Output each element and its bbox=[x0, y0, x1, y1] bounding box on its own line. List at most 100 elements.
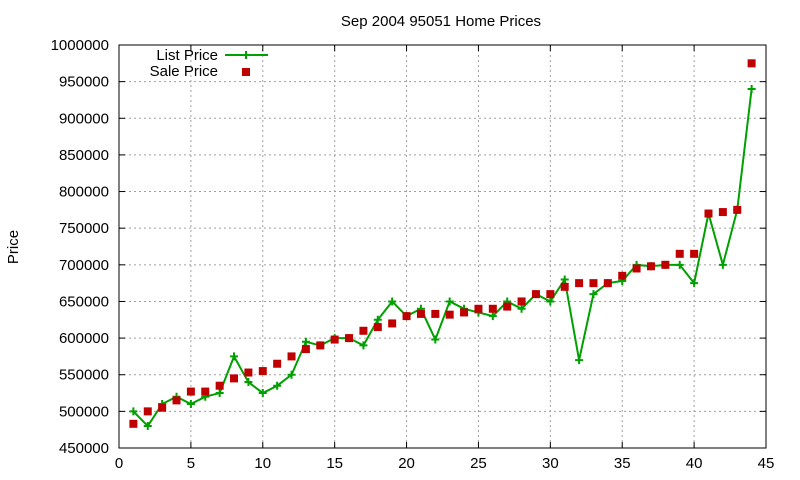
sale-price-point bbox=[273, 359, 282, 368]
x-tick-label: 30 bbox=[542, 455, 559, 472]
list-price-point bbox=[186, 400, 195, 409]
sale-price-point bbox=[373, 323, 382, 332]
sale-price-point bbox=[460, 308, 469, 317]
sale-price-point bbox=[733, 205, 742, 214]
sale-price-point bbox=[618, 271, 627, 280]
sale-price-point bbox=[661, 260, 670, 269]
list-price-point bbox=[718, 260, 727, 269]
sale-price-point bbox=[560, 282, 569, 291]
y-tick-label: 850000 bbox=[59, 147, 109, 164]
sale-price-point bbox=[359, 326, 368, 335]
y-tick-label: 950000 bbox=[59, 74, 109, 91]
list-price-point bbox=[287, 370, 296, 379]
y-tick-label: 650000 bbox=[59, 293, 109, 310]
list-price-point bbox=[747, 84, 756, 93]
sale-price-point bbox=[143, 407, 152, 416]
list-price-point bbox=[359, 341, 368, 350]
sale-price-point bbox=[186, 387, 195, 396]
sale-price-point bbox=[388, 319, 397, 328]
list-price-point bbox=[143, 422, 152, 431]
y-tick-label: 450000 bbox=[59, 440, 109, 457]
chart-title: Sep 2004 95051 Home Prices bbox=[341, 13, 541, 30]
sale-price-point bbox=[230, 374, 239, 383]
list-price-point bbox=[301, 337, 310, 346]
list-price-point bbox=[488, 312, 497, 321]
list-price-point bbox=[690, 279, 699, 288]
x-tick-label: 35 bbox=[614, 455, 631, 472]
list-price-point bbox=[589, 290, 598, 299]
y-tick-label: 600000 bbox=[59, 330, 109, 347]
list-price-line bbox=[132, 88, 753, 428]
y-axis-label: Price bbox=[5, 230, 22, 264]
x-tick-label: 25 bbox=[470, 455, 487, 472]
sale-price-point bbox=[172, 396, 181, 405]
plot-frame bbox=[118, 44, 767, 449]
list-price-point bbox=[230, 352, 239, 361]
sale-price-point bbox=[531, 290, 540, 299]
axis-ticks: 0 5 10 15 20 25 30 35 40 45 450000 500000 550000 6000… bbox=[51, 37, 775, 472]
grid bbox=[119, 45, 766, 448]
sale-price-point bbox=[704, 209, 713, 218]
sale-price-point bbox=[488, 304, 497, 313]
sale-price-point bbox=[646, 262, 655, 271]
legend: List Price Sale Price bbox=[150, 47, 268, 80]
list-price-point bbox=[129, 407, 138, 416]
x-tick-label: 45 bbox=[758, 455, 775, 472]
sale-price-point bbox=[158, 403, 167, 412]
list-price-point bbox=[431, 335, 440, 344]
list-price-point bbox=[560, 275, 569, 284]
list-price-point bbox=[445, 297, 454, 306]
x-tick-label: 0 bbox=[115, 455, 123, 472]
sale-price-point bbox=[747, 59, 756, 68]
sale-price-point bbox=[244, 368, 253, 377]
y-tick-label: 750000 bbox=[59, 220, 109, 237]
list-price-point bbox=[675, 260, 684, 269]
list-price-point bbox=[575, 356, 584, 365]
sale-price-point bbox=[603, 279, 612, 288]
sale-price-point bbox=[402, 312, 411, 321]
x-tick-label: 10 bbox=[254, 455, 271, 472]
x-tick-label: 15 bbox=[326, 455, 343, 472]
sale-price-point bbox=[474, 304, 483, 313]
sale-price-point bbox=[546, 290, 555, 299]
list-price-point bbox=[244, 378, 253, 387]
x-tick-label: 40 bbox=[686, 455, 703, 472]
list-price-point bbox=[388, 297, 397, 306]
sale-price-point bbox=[215, 381, 224, 390]
y-tick-label: 800000 bbox=[59, 184, 109, 201]
list-price-point bbox=[373, 315, 382, 324]
legend-label-sale-price: Sale Price bbox=[150, 63, 218, 80]
sale-price-point bbox=[431, 309, 440, 318]
sale-price-point bbox=[503, 302, 512, 311]
list-price-point bbox=[546, 297, 555, 306]
sale-price-point bbox=[690, 249, 699, 258]
sale-price-point bbox=[718, 208, 727, 217]
series bbox=[129, 59, 756, 431]
sale-price-point bbox=[632, 264, 641, 273]
sale-price-point bbox=[316, 341, 325, 350]
y-tick-label: 900000 bbox=[59, 110, 109, 127]
sale-price-point bbox=[589, 279, 598, 288]
list-price-point bbox=[517, 304, 526, 313]
y-tick-label: 500000 bbox=[59, 403, 109, 420]
y-tick-label: 700000 bbox=[59, 257, 109, 274]
list-price-point bbox=[215, 389, 224, 398]
sale-price-point bbox=[201, 387, 210, 396]
sale-price-point bbox=[258, 367, 267, 376]
list-price-point bbox=[273, 381, 282, 390]
sale-price-point bbox=[445, 310, 454, 319]
y-tick-label: 1000000 bbox=[51, 37, 109, 54]
legend-label-list-price: List Price bbox=[156, 47, 218, 64]
list-price-point bbox=[258, 389, 267, 398]
sale-price-point bbox=[575, 279, 584, 288]
y-tick-label: 550000 bbox=[59, 367, 109, 384]
legend-marker-sale-price bbox=[242, 68, 250, 76]
sale-price-point bbox=[517, 297, 526, 306]
sale-price-point bbox=[301, 345, 310, 354]
sale-price-point bbox=[345, 334, 354, 343]
legend-marker-list-price bbox=[242, 51, 250, 59]
sale-price-point bbox=[675, 249, 684, 258]
x-tick-label: 5 bbox=[187, 455, 195, 472]
